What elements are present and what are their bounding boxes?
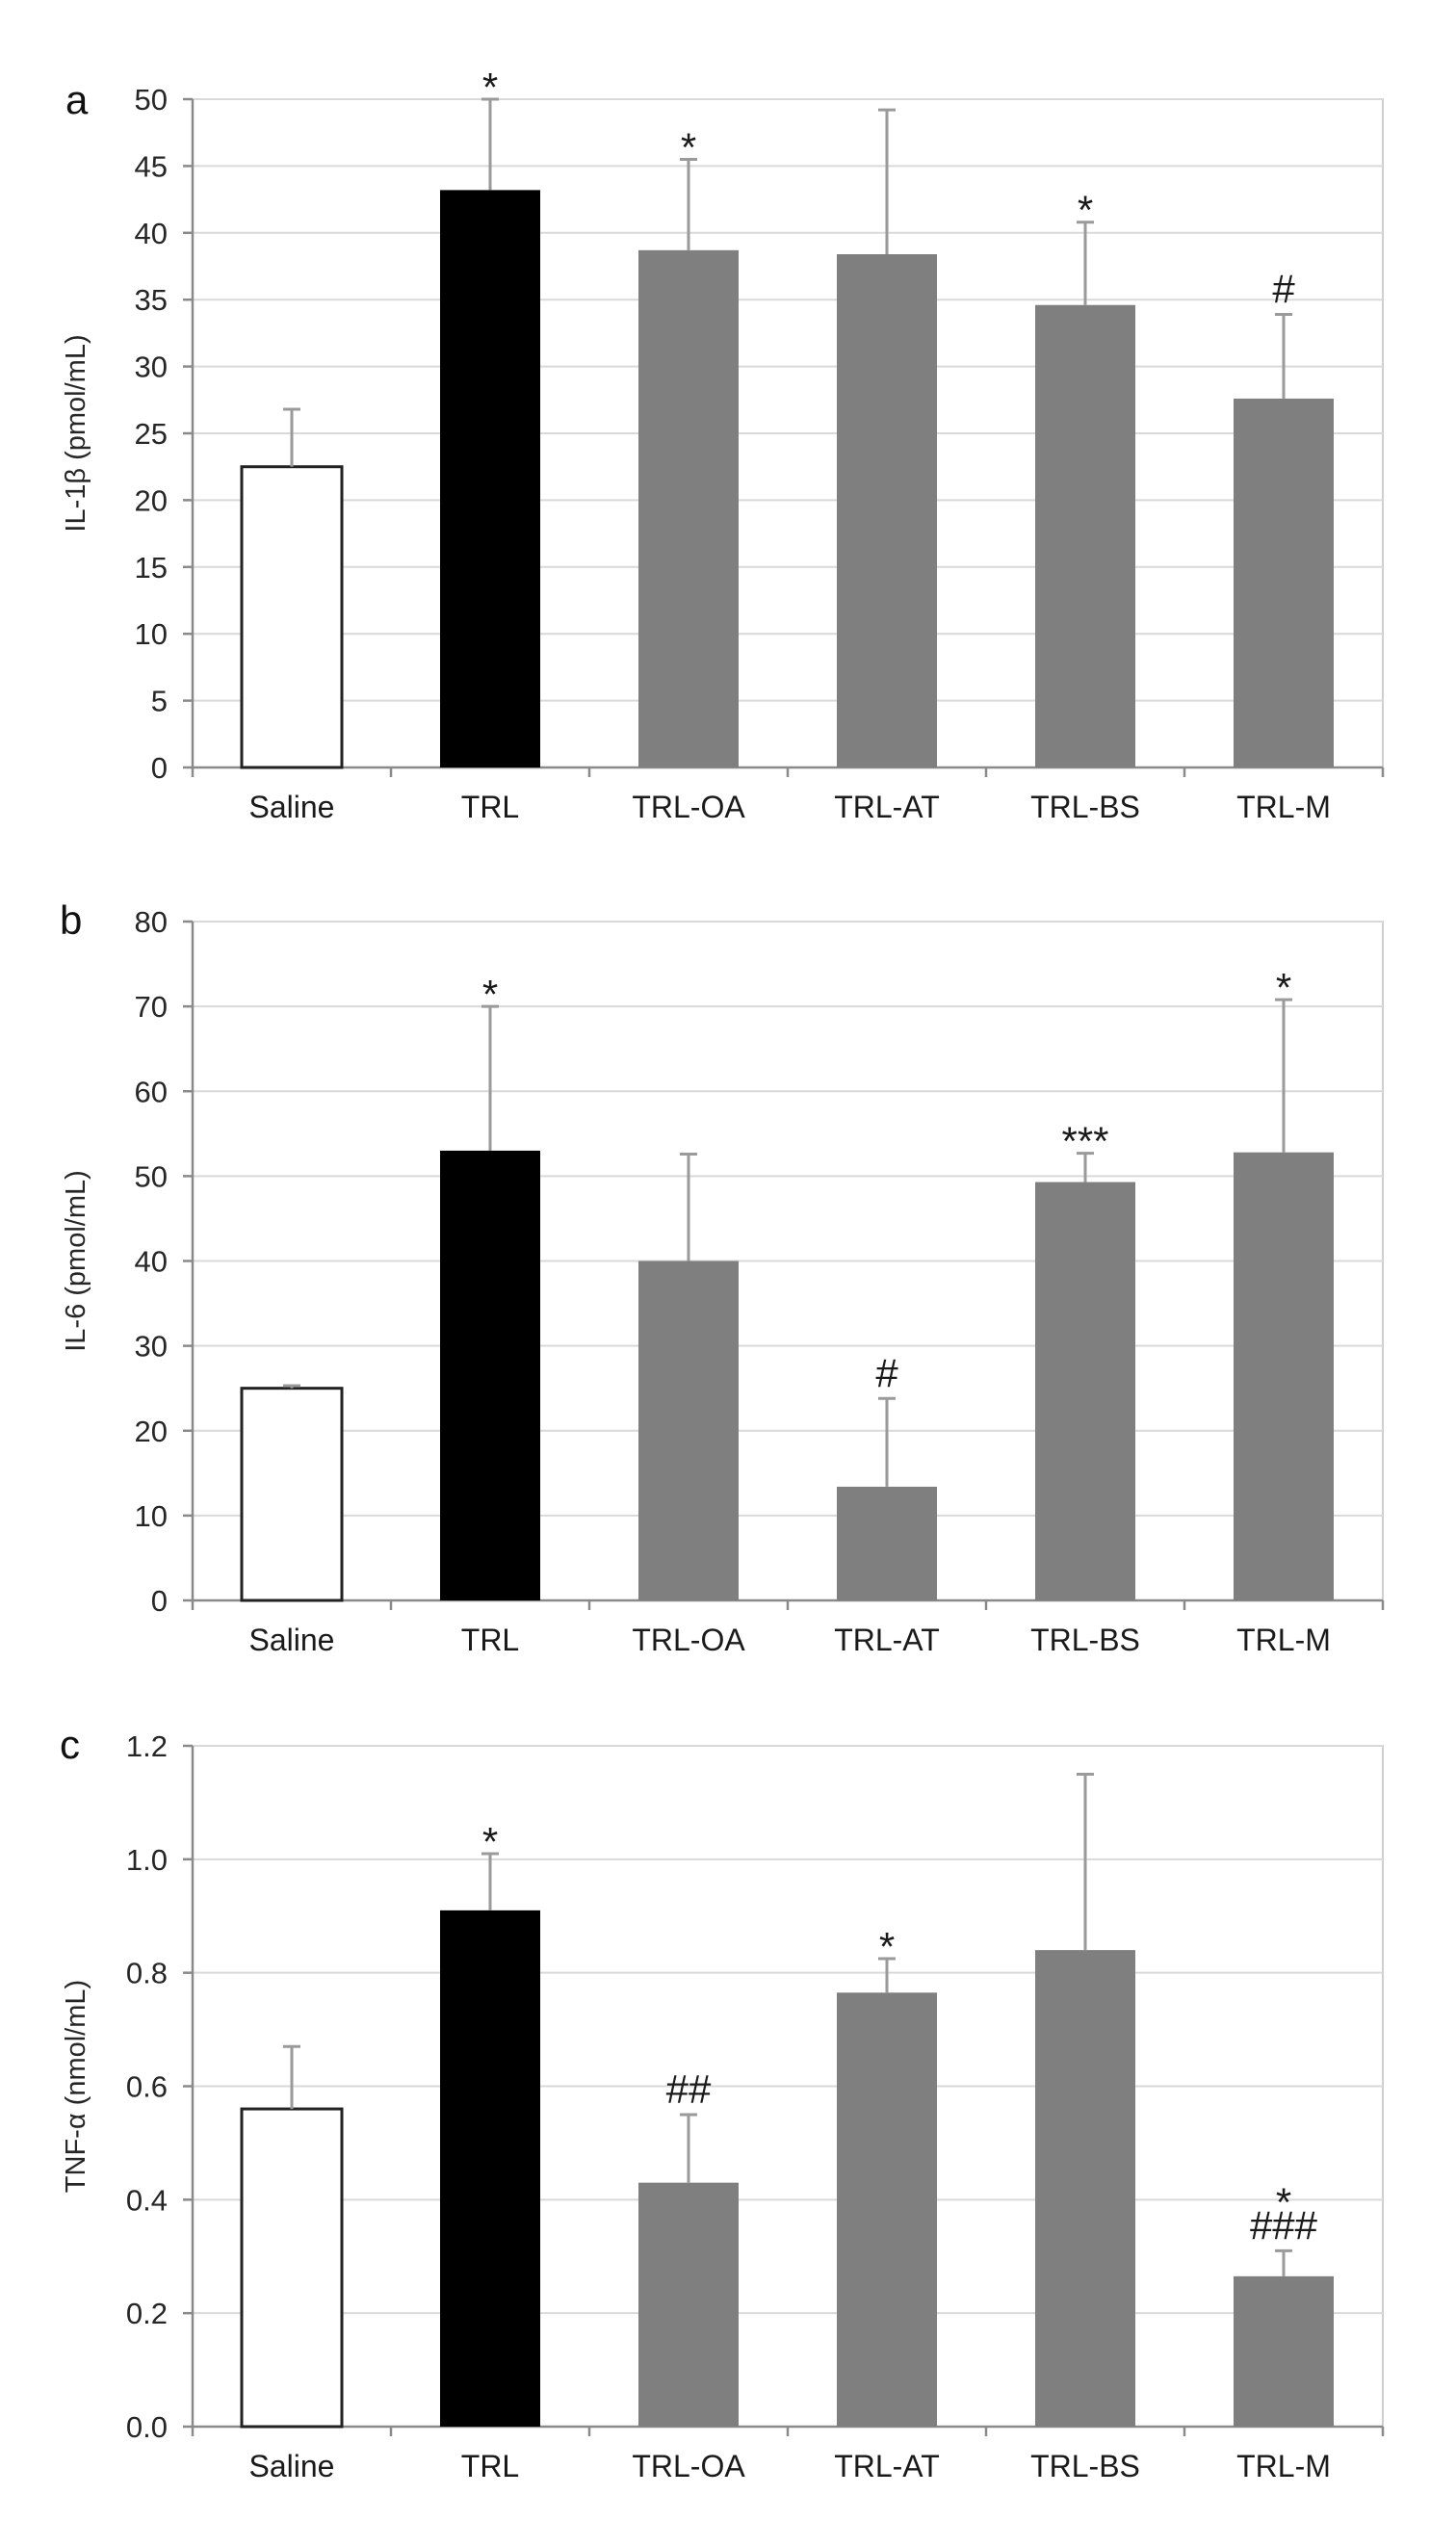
x-category-label: TRL-OA xyxy=(632,2449,745,2483)
significance-marker: * ### xyxy=(1250,2179,1318,2248)
x-category-label: TRL-BS xyxy=(1030,2449,1140,2483)
y-tick-label: 40 xyxy=(135,1245,168,1279)
significance-marker: * xyxy=(482,65,498,110)
y-axis-title: IL-1β (pmol/mL) xyxy=(61,334,91,532)
y-tick-label: 0 xyxy=(151,1584,168,1618)
x-category-label: TRL xyxy=(461,1623,519,1657)
bar-saline xyxy=(240,465,344,769)
chart-panel-c: 0.0 0.2 0.4 0.6 0.8 1.0 1.2 Saline TRL * TRL-OA ## T… xyxy=(60,1722,1385,2483)
significance-marker: * xyxy=(681,124,696,169)
x-category-label: TRL xyxy=(461,2449,519,2483)
x-category-label: TRL-M xyxy=(1236,2449,1331,2483)
x-category-label: TRL-BS xyxy=(1030,1623,1140,1657)
panel-letter: b xyxy=(60,897,82,943)
significance-marker: * xyxy=(482,1819,498,1864)
bar-trl-m xyxy=(1234,1152,1334,1600)
x-category-label: TRL-AT xyxy=(834,1623,940,1657)
bar-trl-bs xyxy=(1035,304,1135,767)
y-axis-title: TNF-α (nmol/mL) xyxy=(61,1980,91,2193)
y-tick-label: 10 xyxy=(135,1499,168,1533)
bar-trl xyxy=(440,190,540,767)
y-tick-label: 70 xyxy=(135,990,168,1024)
chart-panel-b: 0 10 20 30 40 50 60 70 80 Saline TRL * TRL-OA TRL-AT #… xyxy=(60,897,1385,1657)
bar-trl-m xyxy=(1234,2275,1334,2427)
bar-trl-at xyxy=(837,254,937,767)
y-tick-label: 20 xyxy=(135,1415,168,1448)
x-category-label: TRL-AT xyxy=(834,790,940,824)
y-tick-label: 0.0 xyxy=(126,2410,168,2444)
y-tick-label: 0.4 xyxy=(126,2183,168,2217)
x-category-label: Saline xyxy=(249,1623,335,1657)
bar-trl xyxy=(440,1910,540,2427)
y-tick-label: 10 xyxy=(135,617,168,651)
y-tick-label: 0.8 xyxy=(126,1957,168,1990)
bar-saline xyxy=(240,1387,344,1602)
x-category-label: TRL-AT xyxy=(834,2449,940,2483)
y-tick-label: 0 xyxy=(151,751,168,785)
significance-marker: * xyxy=(1078,188,1093,233)
significance-marker: # xyxy=(875,1350,898,1395)
y-tick-label: 1.0 xyxy=(126,1843,168,1877)
significance-marker: * xyxy=(879,1924,895,1969)
y-tick-label: 20 xyxy=(135,483,168,517)
x-category-label: TRL-OA xyxy=(632,1623,745,1657)
y-tick-label: 0.6 xyxy=(126,2070,168,2104)
bar-trl xyxy=(440,1150,540,1600)
bar-trl-bs xyxy=(1035,1950,1135,2427)
y-tick-label: 40 xyxy=(135,217,168,250)
bar-trl-oa xyxy=(638,1260,739,1600)
y-tick-label: 15 xyxy=(135,551,168,585)
y-tick-label: 25 xyxy=(135,417,168,451)
y-tick-label: 45 xyxy=(135,149,168,183)
y-tick-label: 50 xyxy=(135,83,168,117)
panel-letter: c xyxy=(60,1722,80,1767)
bar-trl-m xyxy=(1234,398,1334,767)
significance-marker: ## xyxy=(666,2066,712,2112)
y-tick-label: 50 xyxy=(135,1159,168,1193)
x-category-label: TRL xyxy=(461,790,519,824)
y-tick-label: 60 xyxy=(135,1075,168,1108)
y-tick-label: 30 xyxy=(135,1330,168,1364)
x-category-label: TRL-OA xyxy=(632,790,745,824)
bar-saline xyxy=(240,2107,344,2429)
y-tick-label: 30 xyxy=(135,351,168,384)
x-category-label: Saline xyxy=(249,2449,335,2483)
x-category-label: Saline xyxy=(249,790,335,824)
bar-trl-oa xyxy=(638,249,739,767)
y-tick-label: 1.2 xyxy=(126,1729,168,1763)
y-tick-label: 0.2 xyxy=(126,2297,168,2330)
bar-trl-at xyxy=(837,1486,937,1600)
x-category-label: TRL-M xyxy=(1236,790,1331,824)
bar-trl-at xyxy=(837,1992,937,2427)
y-axis-title: IL-6 (pmol/mL) xyxy=(61,1170,91,1352)
y-tick-label: 80 xyxy=(135,905,168,939)
bar-trl-oa xyxy=(638,2182,739,2427)
x-category-label: TRL-BS xyxy=(1030,790,1140,824)
bar-trl-bs xyxy=(1035,1182,1135,1600)
x-category-label: TRL-M xyxy=(1236,1623,1331,1657)
significance-marker: * xyxy=(1276,965,1291,1010)
panel-letter: a xyxy=(65,77,89,122)
significance-marker: * xyxy=(482,972,498,1017)
y-tick-label: 5 xyxy=(151,685,168,718)
y-tick-label: 35 xyxy=(135,283,168,317)
significance-marker: # xyxy=(1272,266,1295,311)
significance-marker: *** xyxy=(1061,1119,1108,1164)
chart-panel-a: 0 5 10 15 20 25 30 35 40 45 50 Saline TRL * TRL-OA * TRL… xyxy=(61,65,1385,824)
